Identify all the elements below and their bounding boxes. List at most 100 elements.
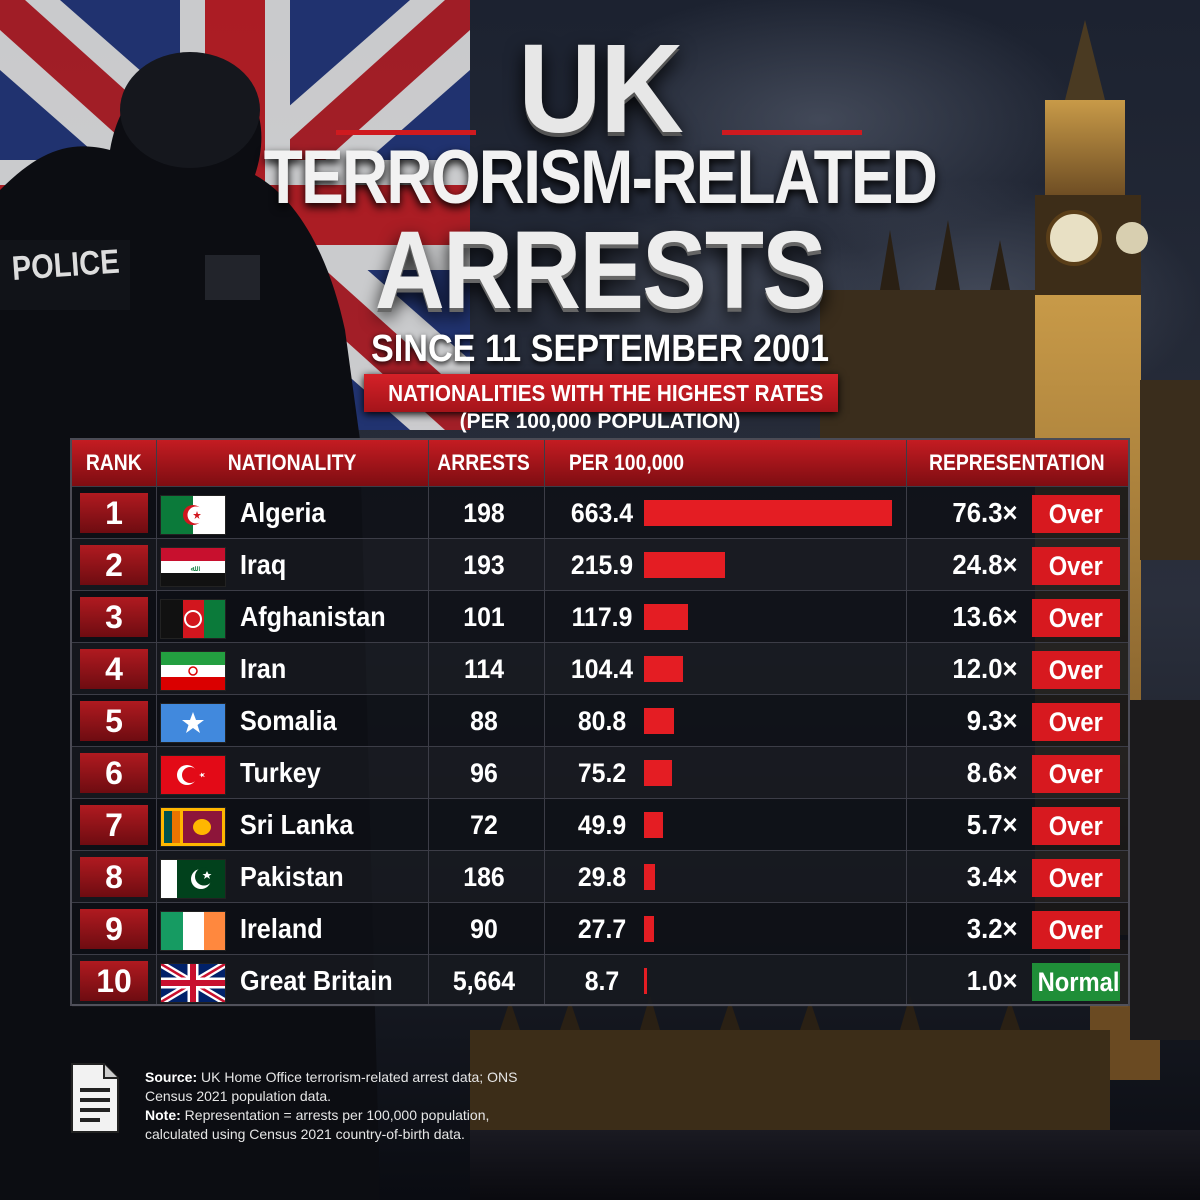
- status-badge-over: Over: [1032, 547, 1120, 585]
- column-divider: [156, 440, 157, 1004]
- arrests-value: 96: [470, 758, 498, 788]
- rate-bar: [644, 760, 672, 786]
- note-text: Representation = arrests per 100,000 pop…: [145, 1107, 490, 1142]
- somalia-flag-icon: [160, 703, 226, 743]
- status-badge-over: Over: [1032, 703, 1120, 741]
- status-badge-normal: Normal: [1032, 963, 1120, 1001]
- rank-badge: 3: [80, 597, 148, 637]
- nationality-name: Sri Lanka: [240, 809, 354, 840]
- table-row: 7 Sri Lanka 72 49.9 5.7× Over: [72, 798, 1128, 851]
- rate-bar: [644, 552, 725, 578]
- table-row: 4 Iran 114 104.4 12.0× Over: [72, 642, 1128, 695]
- status-badge-over: Over: [1032, 651, 1120, 689]
- rank-badge: 6: [80, 753, 148, 793]
- sri-lanka-flag-icon: [160, 807, 226, 847]
- rank-badge: 2: [80, 545, 148, 585]
- arrests-table: RANK NATIONALITY ARRESTS PER 100,000 REP…: [70, 438, 1130, 1006]
- title-arrests: ARRESTS: [374, 209, 827, 332]
- rank-badge: 9: [80, 909, 148, 949]
- status-badge-over: Over: [1032, 755, 1120, 793]
- rank-badge: 10: [80, 961, 148, 1001]
- representation-value: 3.4×: [966, 861, 1018, 892]
- rate-bar: [644, 812, 663, 838]
- table-row: 5 Somalia 88 80.8 9.3× Over: [72, 694, 1128, 747]
- rate-bar: [644, 864, 655, 890]
- per-100000-value: 663.4: [570, 498, 634, 528]
- representation-value: 13.6×: [952, 601, 1018, 632]
- note-label: Note:: [145, 1107, 181, 1123]
- header-rank: RANK: [86, 450, 142, 475]
- table-row: 3 Afghanistan 101 117.9 13.6× Over: [72, 590, 1128, 643]
- representation-value: 9.3×: [966, 705, 1018, 736]
- arrests-value: 198: [463, 498, 505, 528]
- header-arrests: ARRESTS: [437, 450, 531, 475]
- nationality-name: Ireland: [240, 913, 323, 944]
- rate-bar: [644, 916, 654, 942]
- table-row: 10 Great Britain 5,664 8.7 1.0× Normal: [72, 954, 1128, 1007]
- per-100000-value: 215.9: [570, 550, 634, 580]
- table-header: RANK NATIONALITY ARRESTS PER 100,000 REP…: [72, 440, 1128, 486]
- title-rule-left: [336, 130, 476, 135]
- arrests-value: 5,664: [452, 966, 516, 996]
- representation-value: 1.0×: [966, 965, 1018, 996]
- nationality-name: Great Britain: [240, 965, 393, 996]
- status-badge-over: Over: [1032, 911, 1120, 949]
- column-divider: [906, 440, 907, 1004]
- status-badge-over: Over: [1032, 807, 1120, 845]
- per-100000-value: 80.8: [577, 706, 627, 736]
- title-uk: UK: [518, 18, 684, 159]
- nationality-name: Algeria: [240, 497, 326, 528]
- iraq-flag-icon: ﷲ: [160, 547, 226, 587]
- source-label: Source:: [145, 1069, 198, 1085]
- turkey-flag-icon: [160, 755, 226, 795]
- nationality-name: Somalia: [240, 705, 337, 736]
- per-100000-value: 8.7: [584, 966, 620, 996]
- per-100000-value: 49.9: [577, 810, 627, 840]
- arrests-value: 186: [463, 862, 505, 892]
- rank-badge: 8: [80, 857, 148, 897]
- column-divider: [544, 440, 545, 1004]
- arrests-value: 101: [463, 602, 505, 632]
- representation-value: 76.3×: [952, 497, 1018, 528]
- ireland-flag-icon: [160, 911, 226, 951]
- column-divider: [428, 440, 429, 1004]
- per-100000-value: 117.9: [571, 602, 633, 632]
- table-row: 9 Ireland 90 27.7 3.2× Over: [72, 902, 1128, 955]
- per-100000-value: 75.2: [577, 758, 627, 788]
- arrests-value: 114: [463, 654, 505, 684]
- title-since-date: SINCE 11 SEPTEMBER 2001: [370, 328, 830, 370]
- rate-bar: [644, 708, 674, 734]
- nationality-name: Afghanistan: [240, 601, 386, 632]
- nationality-name: Turkey: [240, 757, 321, 788]
- table-row: 8 Pakistan 186 29.8 3.4× Over: [72, 850, 1128, 903]
- rank-badge: 5: [80, 701, 148, 741]
- representation-value: 8.6×: [966, 757, 1018, 788]
- nationality-name: Iran: [240, 653, 287, 684]
- rate-bar: [644, 656, 683, 682]
- algeria-flag-icon: [160, 495, 226, 535]
- iran-flag-icon: [160, 651, 226, 691]
- rate-bar: [644, 968, 647, 994]
- representation-value: 12.0×: [952, 653, 1018, 684]
- header-per-100000: PER 100,000: [568, 450, 684, 475]
- rate-bar: [644, 604, 688, 630]
- table-row: 1 Algeria 198 663.4 76.3× Over: [72, 486, 1128, 539]
- table-row: 6 Turkey 96 75.2 8.6× Over: [72, 746, 1128, 799]
- police-patch-label: POLICE: [10, 242, 121, 288]
- representation-value: 3.2×: [966, 913, 1018, 944]
- source-note: Source: UK Home Office terrorism-related…: [145, 1068, 525, 1144]
- status-badge-over: Over: [1032, 859, 1120, 897]
- union-jack-flag-icon: [160, 963, 226, 1003]
- rank-badge: 1: [80, 493, 148, 533]
- status-badge-over: Over: [1032, 495, 1120, 533]
- subtitle-banner: NATIONALITIES WITH THE HIGHEST RATES: [364, 374, 838, 412]
- document-icon: [71, 1063, 119, 1133]
- representation-value: 5.7×: [966, 809, 1018, 840]
- title-rule-right: [722, 130, 862, 135]
- nationality-name: Pakistan: [240, 861, 344, 892]
- header-nationality: NATIONALITY: [227, 450, 357, 475]
- arrests-value: 90: [470, 914, 498, 944]
- per-100000-value: 27.7: [577, 914, 627, 944]
- status-badge-over: Over: [1032, 599, 1120, 637]
- per-100000-value: 104.4: [570, 654, 634, 684]
